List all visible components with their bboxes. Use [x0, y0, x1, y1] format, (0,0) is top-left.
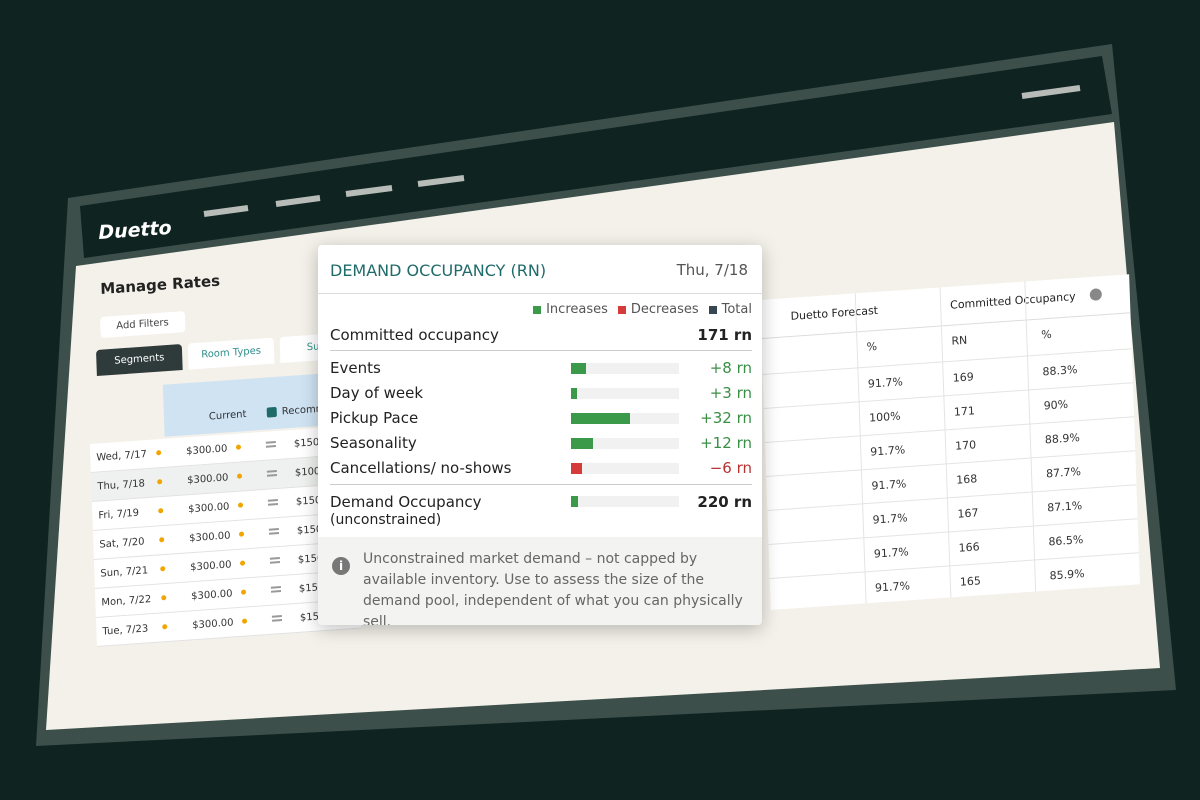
cell: 87.7% — [1045, 465, 1082, 481]
legend-swatch — [708, 305, 717, 314]
factor-label: Events — [330, 359, 381, 377]
column-header: RN — [951, 333, 968, 348]
cell: 85.9% — [1049, 567, 1085, 583]
legend: Increases Decreases Total — [533, 302, 752, 317]
legend-item: Increases — [533, 302, 608, 317]
bar — [571, 463, 583, 474]
equal-icon — [265, 441, 276, 448]
factor-value: +12 rn — [700, 434, 752, 452]
equal-icon — [269, 557, 281, 564]
cell: 88.3% — [1042, 363, 1078, 379]
divider — [330, 484, 752, 485]
factor-label: Seasonality — [330, 434, 417, 452]
cell: 91.7% — [873, 545, 909, 561]
equal-icon — [267, 499, 279, 506]
equal-icon — [266, 470, 278, 477]
factor-value: −6 rn — [709, 459, 752, 477]
nav-item — [203, 205, 249, 217]
total-sublabel: (unconstrained) — [330, 512, 442, 528]
checkbox — [266, 406, 277, 418]
divider — [330, 350, 752, 351]
factor-value: +32 rn — [700, 409, 752, 427]
rates-table: Current Recomm Wed, 7/17 $300.00 $150.0 Thu, … — [88, 371, 362, 647]
bar-track — [571, 363, 679, 374]
column-header: % — [866, 339, 878, 354]
cell: 100% — [868, 409, 901, 425]
note-area: i Unconstrained market demand – not capp… — [318, 537, 762, 625]
bar — [571, 413, 631, 424]
tab[interactable]: Room Types — [187, 337, 275, 370]
bar — [571, 438, 594, 449]
bar-track — [571, 388, 679, 399]
popup-title: DEMAND OCCUPANCY (RN) — [330, 261, 547, 280]
factor-label: Cancellations/ no-shows — [330, 459, 512, 477]
bar-track — [571, 463, 679, 474]
legend-swatch — [617, 305, 626, 314]
header-bar — [80, 56, 1112, 258]
cell: 87.1% — [1047, 499, 1083, 515]
bar — [571, 363, 586, 374]
total-label: Demand Occupancy — [330, 493, 482, 511]
occupancy-table: Duetto Forecast Committed Occupancy% RN% 91… — [760, 273, 1150, 620]
cell: 91.7% — [870, 443, 906, 459]
demand-popup: DEMAND OCCUPANCY (RN) Thu, 7/18 Increase… — [318, 245, 762, 625]
cell: 166 — [958, 540, 980, 555]
note: Unconstrained market demand – not capped… — [363, 551, 743, 625]
info-icon: i — [332, 557, 350, 575]
legend-label: Decreases — [630, 302, 699, 317]
cell: 169 — [952, 370, 974, 385]
equal-icon — [268, 528, 280, 535]
equal-icon — [271, 615, 283, 622]
nav-item — [417, 175, 465, 187]
bar-track — [571, 438, 679, 449]
cell: 170 — [954, 438, 977, 453]
total-bar — [571, 496, 579, 507]
column-header: % — [1040, 327, 1052, 342]
factor-value: +8 rn — [709, 359, 752, 377]
cell: 171 — [953, 404, 976, 419]
equal-icon — [270, 586, 282, 593]
total-value: 220 rn — [697, 493, 752, 511]
factor-rows: Events +8 rn Day of week +3 rn Pickup Pace +3… — [318, 245, 762, 545]
cell: 86.5% — [1048, 533, 1084, 549]
factor-label: Pickup Pace — [330, 409, 419, 427]
cell: 91.7% — [867, 375, 904, 391]
bar-track — [571, 496, 679, 507]
divider — [318, 293, 762, 294]
cell: 91.7% — [871, 477, 907, 493]
cell: 91.7% — [872, 511, 908, 527]
tab[interactable]: Segments — [96, 344, 183, 376]
legend-label: Increases — [546, 302, 608, 317]
popup-date: Thu, 7/18 — [676, 261, 748, 279]
menu-item — [1021, 85, 1081, 99]
factor-value: +3 rn — [709, 384, 752, 402]
legend-item: Total — [708, 302, 752, 317]
cell: 91.7% — [874, 579, 911, 595]
cell: 168 — [956, 472, 978, 487]
committed-label: Committed occupancy — [330, 326, 499, 344]
bar — [571, 388, 577, 399]
legend-swatch — [533, 305, 542, 314]
cell: 165 — [959, 574, 982, 589]
factor-label: Day of week — [330, 384, 424, 402]
nav-item — [275, 195, 321, 207]
legend-item: Decreases — [617, 302, 699, 317]
committed-value: 171 rn — [697, 326, 752, 344]
legend-label: Total — [721, 302, 752, 317]
cell: 88.9% — [1044, 431, 1080, 447]
cell: 167 — [957, 506, 979, 521]
cell: 90% — [1043, 397, 1069, 413]
nav-item — [345, 185, 393, 197]
nav-items — [203, 85, 1081, 217]
